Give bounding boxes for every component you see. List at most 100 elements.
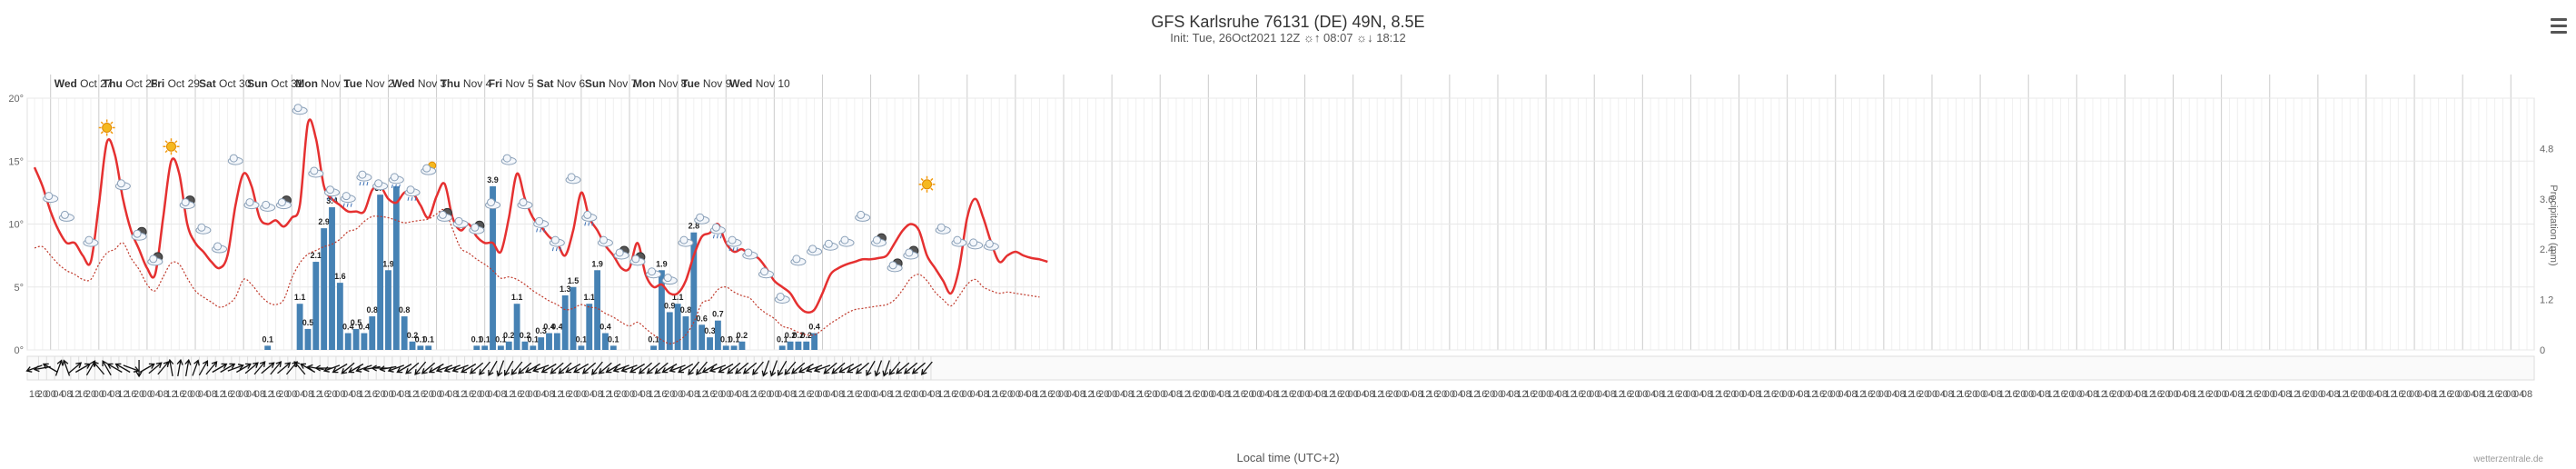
hour-tick-label: 20	[712, 389, 723, 400]
wind-arrow-icon	[157, 361, 170, 375]
precip-bar	[505, 341, 512, 350]
precip-bar	[659, 270, 665, 350]
wind-arrow-icon	[598, 362, 612, 374]
hour-tick-label: 20	[616, 389, 627, 400]
wind-arrow-icon	[443, 364, 461, 373]
precip-label: 0.8	[680, 305, 692, 314]
hour-tick-label: 16	[1572, 389, 1583, 400]
day-label: Sat Nov 6	[537, 77, 586, 90]
hour-tick-label: 00	[431, 389, 441, 400]
day-label: Tue Nov 2	[343, 77, 393, 90]
y-tick-left: 5°	[14, 283, 24, 294]
cloud-icon	[758, 267, 774, 279]
hour-tick-label: 08	[640, 389, 651, 400]
hour-tick-label: 16	[1524, 389, 1535, 400]
hour-tick-label: 00	[2071, 389, 2082, 400]
precip-bar	[714, 320, 721, 350]
hour-tick-label: 16	[319, 389, 330, 400]
sunrise-time: 08:07	[1323, 31, 1353, 45]
rain-cloud-icon	[533, 216, 550, 233]
rain-cloud-icon	[581, 210, 598, 226]
wind-arrow-icon	[469, 362, 484, 374]
hour-tick-label: 20	[2208, 389, 2219, 400]
hour-tick-label: 20	[2063, 389, 2074, 400]
hour-tick-label: 20	[1918, 389, 1929, 400]
init-time: Init: Tue, 26Oct2021 12Z	[1170, 31, 1301, 45]
hour-tick-label: 08	[1219, 389, 1230, 400]
precip-bar	[264, 345, 272, 350]
wind-arrow-icon	[838, 363, 855, 374]
hour-tick-label: 20	[808, 389, 819, 400]
wind-arrow-icon	[565, 363, 581, 374]
hour-tick-label: 16	[608, 389, 619, 400]
precip-label: 0.4	[599, 323, 611, 332]
wind-arrow-icon	[253, 361, 266, 375]
moon-cloud-icon	[275, 195, 292, 210]
rain-cloud-icon	[709, 223, 726, 239]
cloud-icon	[292, 104, 308, 115]
hour-tick-label: 04	[2079, 389, 2090, 400]
wind-arrow-icon	[558, 362, 572, 374]
wind-arrow-icon	[85, 360, 96, 376]
hour-tick-label: 12	[599, 389, 610, 400]
hour-tick-label: 08	[1749, 389, 1760, 400]
hour-tick-label: 00	[1637, 389, 1648, 400]
hour-tick-label: 08	[2425, 389, 2436, 400]
precip-bar	[722, 345, 729, 350]
hour-tick-label: 20	[1098, 389, 1109, 400]
wind-arrow-icon	[479, 361, 490, 375]
precip-label: 0.2	[785, 331, 797, 340]
menu-icon[interactable]	[2551, 18, 2567, 37]
precip-label: 0.2	[407, 331, 419, 340]
precip-bar	[304, 328, 312, 350]
precip-bar	[811, 333, 818, 350]
precip-bar	[787, 341, 794, 350]
hour-tick-label: 04	[1259, 389, 1270, 400]
hour-tick-label: 08	[785, 389, 796, 400]
hour-tick-label: 12	[1516, 389, 1527, 400]
wind-arrow-icon	[718, 363, 734, 374]
precip-label: 1.1	[672, 293, 684, 302]
hour-tick-label: 08	[543, 389, 554, 400]
wind-arrow-icon	[314, 364, 332, 372]
hour-tick-label: 16	[1332, 389, 1342, 400]
hour-tick-label: 12	[1323, 389, 1334, 400]
hour-tick-label: 20	[230, 389, 241, 400]
precip-label: 0.4	[342, 323, 354, 332]
hour-tick-label: 16	[704, 389, 715, 400]
hour-tick-label: 12	[648, 389, 659, 400]
wind-arrow-icon	[379, 365, 397, 373]
wind-arrow-icon	[220, 363, 236, 374]
wind-arrow-icon	[769, 360, 778, 377]
hour-tick-label: 04	[1597, 389, 1608, 400]
precip-bar	[329, 207, 335, 350]
hour-tick-label: 16	[2200, 389, 2211, 400]
sunrise-icon: ☼↑	[1303, 31, 1321, 45]
precip-label: 0.4	[543, 323, 555, 332]
cloud-icon	[517, 198, 533, 210]
hour-tick-label: 00	[1010, 389, 1021, 400]
hour-tick-label: 12	[165, 389, 176, 400]
precip-bar	[546, 333, 552, 350]
precip-bar	[321, 228, 328, 350]
cloud-icon	[500, 154, 517, 165]
wind-arrow-icon	[805, 364, 823, 373]
wind-arrow-icon	[510, 361, 523, 375]
hour-tick-label: 12	[1227, 389, 1238, 400]
hour-tick-label: 16	[270, 389, 281, 400]
hour-tick-label: 04	[2272, 389, 2283, 400]
hour-tick-label: 12	[1034, 389, 1045, 400]
wind-arrow-icon	[67, 362, 83, 374]
precip-label: 1.1	[511, 293, 523, 302]
day-label: Wed Oct 27	[54, 77, 113, 90]
hour-tick-label: 20	[2111, 389, 2122, 400]
hour-tick-label: 16	[463, 389, 474, 400]
cloud-icon	[58, 210, 74, 222]
y-tick-right: 3.6	[2540, 195, 2553, 205]
hour-tick-label: 20	[2401, 389, 2412, 400]
hour-tick-label: 04	[1935, 389, 1946, 400]
precip-bar	[361, 333, 368, 350]
hour-tick-label: 16	[2248, 389, 2259, 400]
hour-tick-label: 12	[2047, 389, 2058, 400]
hour-tick-label: 00	[1975, 389, 1986, 400]
